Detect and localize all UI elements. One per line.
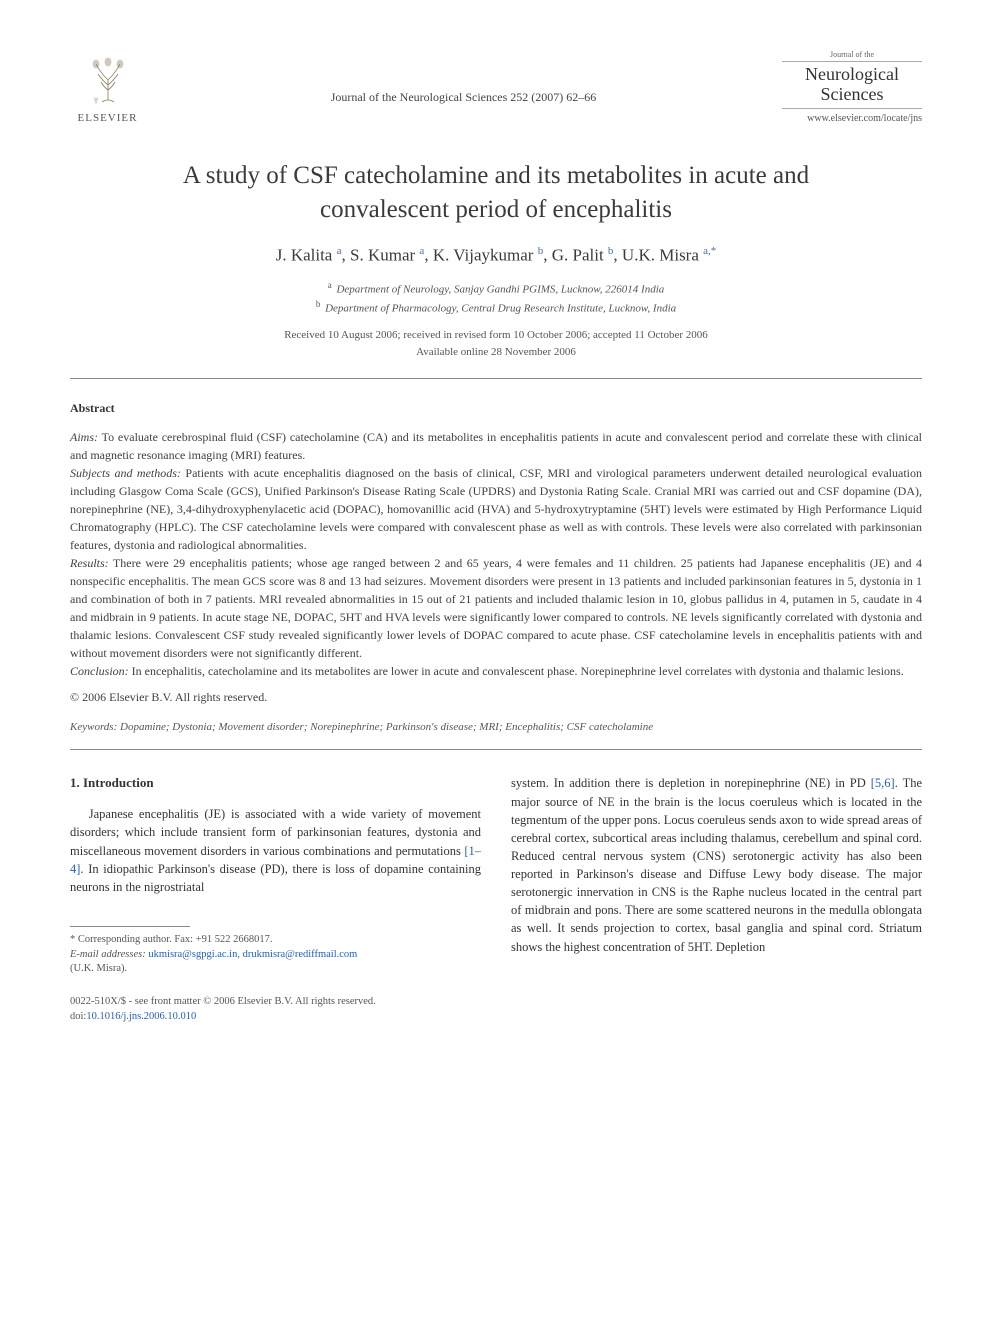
article-title: A study of CSF catecholamine and its met… [130,159,862,227]
email-line: E-mail addresses: ukmisra@sgpgi.ac.in, d… [70,948,481,963]
header: ELSEVIER Journal of the Neurological Sci… [70,50,922,124]
rule-bottom [70,749,922,750]
article-dates: Received 10 August 2006; received in rev… [70,327,922,360]
footnotes: * Corresponding author. Fax: +91 522 266… [70,933,481,977]
abstract-aims: Aims: To evaluate cerebrospinal fluid (C… [70,428,922,464]
paper-page: ELSEVIER Journal of the Neurological Sci… [0,0,992,1064]
intro-text-3: system. In addition there is depletion i… [511,776,871,790]
authors: J. Kalita a, S. Kumar a, K. Vijaykumar b… [70,245,922,266]
copyright: © 2006 Elsevier B.V. All rights reserved… [70,690,922,705]
journal-logo-block: Journal of the Neurological Sciences www… [782,50,922,124]
email-label: E-mail addresses: [70,949,146,960]
citation-link-2[interactable]: [5,6] [871,776,895,790]
affiliation-a: Department of Neurology, Sanjay Gandhi P… [336,284,664,296]
aims-label: Aims: [70,430,98,444]
keywords-text: Dopamine; Dystonia; Movement disorder; N… [117,721,653,733]
subjects-label: Subjects and methods: [70,466,181,480]
conclusion-label: Conclusion: [70,664,129,678]
intro-paragraph-left: Japanese encephalitis (JE) is associated… [70,805,481,896]
column-right: system. In addition there is depletion i… [511,774,922,1024]
keywords: Keywords: Dopamine; Dystonia; Movement d… [70,721,922,733]
footer: 0022-510X/$ - see front matter © 2006 El… [70,995,481,1024]
corresponding-author: * Corresponding author. Fax: +91 522 266… [70,933,481,948]
abstract-conclusion: Conclusion: In encephalitis, catecholami… [70,662,922,680]
journal-name-line1: Neurological [805,64,899,84]
doi-label: doi: [70,1011,86,1022]
intro-text-2: . In idiopathic Parkinson's disease (PD)… [70,862,481,894]
doi-line: doi:10.1016/j.jns.2006.10.010 [70,1010,481,1025]
subjects-text: Patients with acute encephalitis diagnos… [70,466,922,552]
email-owner: (U.K. Misra). [70,962,481,977]
email-2[interactable]: drukmisra@rediffmail.com [243,949,358,960]
email-1[interactable]: ukmisra@sgpgi.ac.in [148,949,237,960]
keywords-label: Keywords: [70,721,117,733]
intro-text-1: Japanese encephalitis (JE) is associated… [70,807,481,857]
affiliation-b: Department of Pharmacology, Central Drug… [325,303,676,315]
intro-heading: 1. Introduction [70,774,481,793]
online-date: Available online 28 November 2006 [70,344,922,361]
citation: Journal of the Neurological Sciences 252… [145,50,782,105]
journal-url: www.elsevier.com/locate/jns [782,113,922,124]
publisher-logo: ELSEVIER [70,50,145,124]
abstract-subjects: Subjects and methods: Patients with acut… [70,464,922,554]
column-left: 1. Introduction Japanese encephalitis (J… [70,774,481,1024]
journal-small-label: Journal of the [782,50,922,59]
abstract-heading: Abstract [70,401,922,416]
publisher-name: ELSEVIER [78,112,138,124]
elsevier-tree-icon [78,50,138,110]
abstract-body: Aims: To evaluate cerebrospinal fluid (C… [70,428,922,680]
front-matter: 0022-510X/$ - see front matter © 2006 El… [70,995,481,1010]
journal-name: Neurological Sciences [782,61,922,109]
intro-text-4: . The major source of NE in the brain is… [511,776,922,953]
affiliations: a Department of Neurology, Sanjay Gandhi… [70,279,922,317]
aims-text: To evaluate cerebrospinal fluid (CSF) ca… [70,430,922,462]
body-columns: 1. Introduction Japanese encephalitis (J… [70,774,922,1024]
results-text: There were 29 encephalitis patients; who… [70,556,922,660]
rule-top [70,378,922,379]
footnote-separator [70,926,190,927]
journal-name-line2: Sciences [821,84,884,104]
abstract-results: Results: There were 29 encephalitis pati… [70,554,922,662]
conclusion-text: In encephalitis, catecholamine and its m… [129,664,904,678]
intro-paragraph-right: system. In addition there is depletion i… [511,774,922,955]
received-dates: Received 10 August 2006; received in rev… [70,327,922,344]
doi-link[interactable]: 10.1016/j.jns.2006.10.010 [86,1011,196,1022]
results-label: Results: [70,556,109,570]
